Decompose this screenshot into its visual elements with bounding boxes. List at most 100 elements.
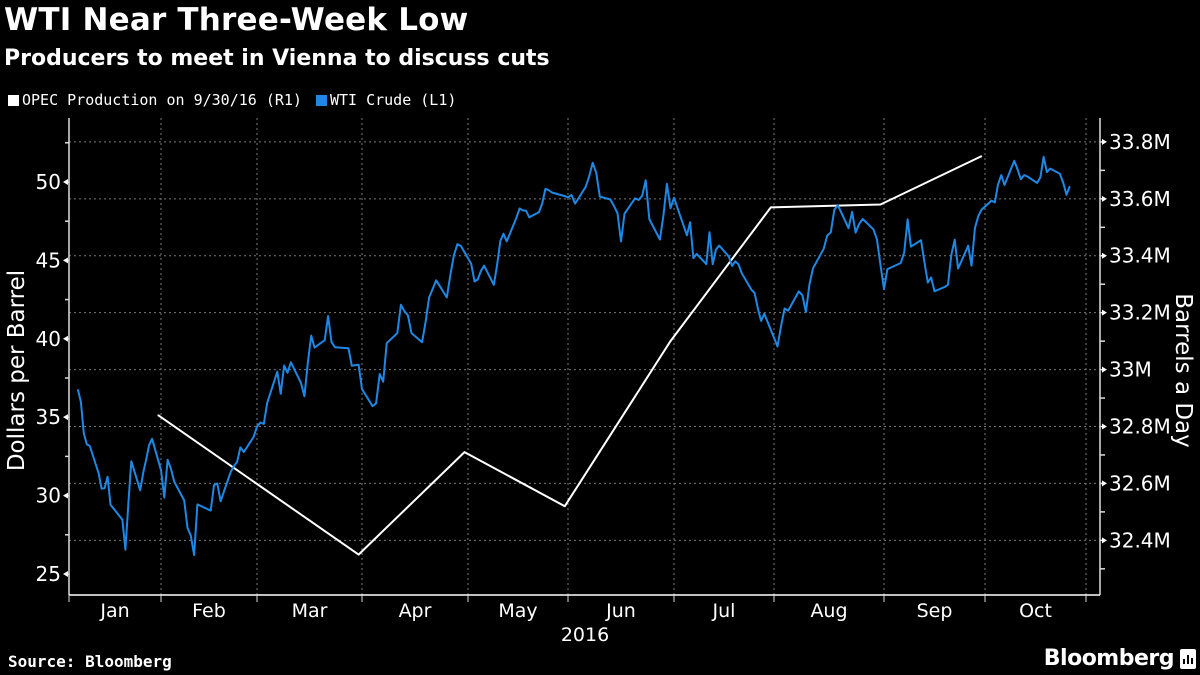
wti-data-point	[944, 286, 946, 288]
wti-data-point	[253, 436, 255, 438]
wti-data-point	[648, 218, 650, 220]
wti-data-point	[837, 204, 839, 206]
wti-data-point	[541, 203, 543, 205]
wti-data-point	[1059, 173, 1061, 175]
wti-data-point	[1069, 185, 1071, 187]
x-axis-year-label: 2016	[561, 624, 609, 646]
wti-data-point	[669, 207, 672, 209]
wti-data-point	[757, 308, 759, 310]
legend-item-wti: WTI Crude (L1)	[315, 91, 456, 109]
wti-data-point	[826, 235, 828, 237]
wti-data-point	[662, 215, 665, 217]
wti-data-point	[233, 465, 235, 467]
x-tick-label-may: May	[498, 600, 537, 622]
legend-label-opec: OPEC Production on 9/30/16 (R1)	[22, 91, 302, 109]
wti-data-point	[310, 335, 312, 337]
opec-data-point	[157, 414, 159, 416]
wti-data-point	[659, 238, 661, 241]
wti-data-point	[970, 265, 973, 267]
wti-data-point	[334, 346, 336, 348]
wti-data-point	[220, 500, 222, 502]
opec-data-point	[879, 203, 882, 206]
wti-data-point	[1043, 156, 1045, 158]
wti-data-point	[290, 361, 292, 363]
left-tick-label: 40	[36, 327, 61, 351]
wti-data-point	[954, 239, 956, 241]
wti-data-point	[515, 217, 518, 219]
right-tick-marker	[1102, 138, 1107, 145]
wti-data-point	[830, 231, 832, 233]
wti-data-point	[967, 245, 969, 247]
wti-data-point	[686, 234, 688, 236]
wti-data-point	[173, 481, 175, 483]
x-tick-label-jun: Jun	[605, 600, 636, 622]
wti-data-point	[428, 296, 430, 299]
wti-data-point	[833, 209, 835, 211]
wti-data-point	[750, 289, 753, 291]
wti-data-point	[548, 189, 550, 191]
logo-text: Bloomberg	[1043, 646, 1175, 671]
opec-data-point	[463, 451, 466, 453]
wti-data-point	[151, 438, 153, 440]
wti-data-point	[696, 253, 698, 255]
wti-data-point	[1062, 182, 1064, 184]
wti-data-point	[460, 245, 462, 247]
right-tick-label: 32.4M	[1109, 528, 1171, 552]
wti-data-point	[446, 296, 448, 298]
wti-data-point	[396, 332, 398, 334]
wti-data-point	[879, 264, 882, 266]
x-tick-label-feb: Feb	[192, 600, 226, 622]
wti-data-point	[314, 347, 316, 349]
opec-data-point	[669, 340, 672, 342]
wti-data-point	[613, 205, 615, 207]
wti-data-point	[407, 314, 409, 316]
wti-data-point	[124, 549, 126, 551]
wti-data-point	[666, 183, 668, 185]
right-tick-label: 32.6M	[1109, 471, 1171, 495]
wti-data-point	[776, 345, 779, 348]
wti-data-point	[519, 207, 521, 210]
wti-data-point	[190, 535, 192, 537]
wti-data-point	[585, 186, 587, 188]
right-tick-marker	[1102, 309, 1107, 316]
wti-data-point	[1065, 194, 1068, 196]
wti-data-point	[499, 240, 501, 242]
wti-data-point	[330, 341, 333, 343]
wti-data-point	[1049, 168, 1051, 170]
wti-data-point	[574, 203, 576, 205]
wti-data-point	[741, 272, 743, 274]
legend-item-opec: OPEC Production on 9/30/16 (R1)	[8, 91, 302, 109]
wti-data-point	[595, 172, 597, 174]
wti-data-point	[432, 288, 434, 290]
wti-data-point	[763, 313, 765, 315]
x-tick-label-oct: Oct	[1019, 600, 1052, 622]
wti-data-point	[692, 257, 695, 259]
wti-data-point	[89, 445, 91, 447]
wti-data-point	[354, 364, 356, 366]
right-tick-marker	[1102, 537, 1107, 544]
legend-swatch-wti	[315, 94, 327, 106]
wti-data-point	[638, 199, 640, 201]
left-tick-label: 30	[36, 484, 61, 508]
wti-data-point	[974, 227, 976, 229]
wti-data-point	[900, 262, 902, 264]
wti-data-point	[1036, 182, 1038, 184]
wti-data-point	[280, 393, 282, 395]
wti-data-point	[528, 216, 530, 218]
wti-data-point	[483, 265, 485, 267]
wti-data-point	[307, 362, 309, 364]
wti-data-point	[525, 210, 527, 212]
wti-data-point	[163, 496, 165, 499]
wti-data-point	[623, 213, 626, 215]
wti-data-point	[421, 341, 423, 343]
wti-data-point	[121, 519, 123, 521]
left-tick-marker	[63, 257, 68, 264]
wti-data-point	[715, 249, 717, 251]
wti-data-point	[256, 426, 258, 428]
wti-data-point	[801, 294, 804, 296]
wti-data-point	[876, 238, 878, 240]
wti-data-point	[98, 472, 100, 475]
x-tick-label-sep: Sep	[917, 600, 953, 622]
chart-subtitle: Producers to meet in Vienna to discuss c…	[4, 46, 550, 71]
